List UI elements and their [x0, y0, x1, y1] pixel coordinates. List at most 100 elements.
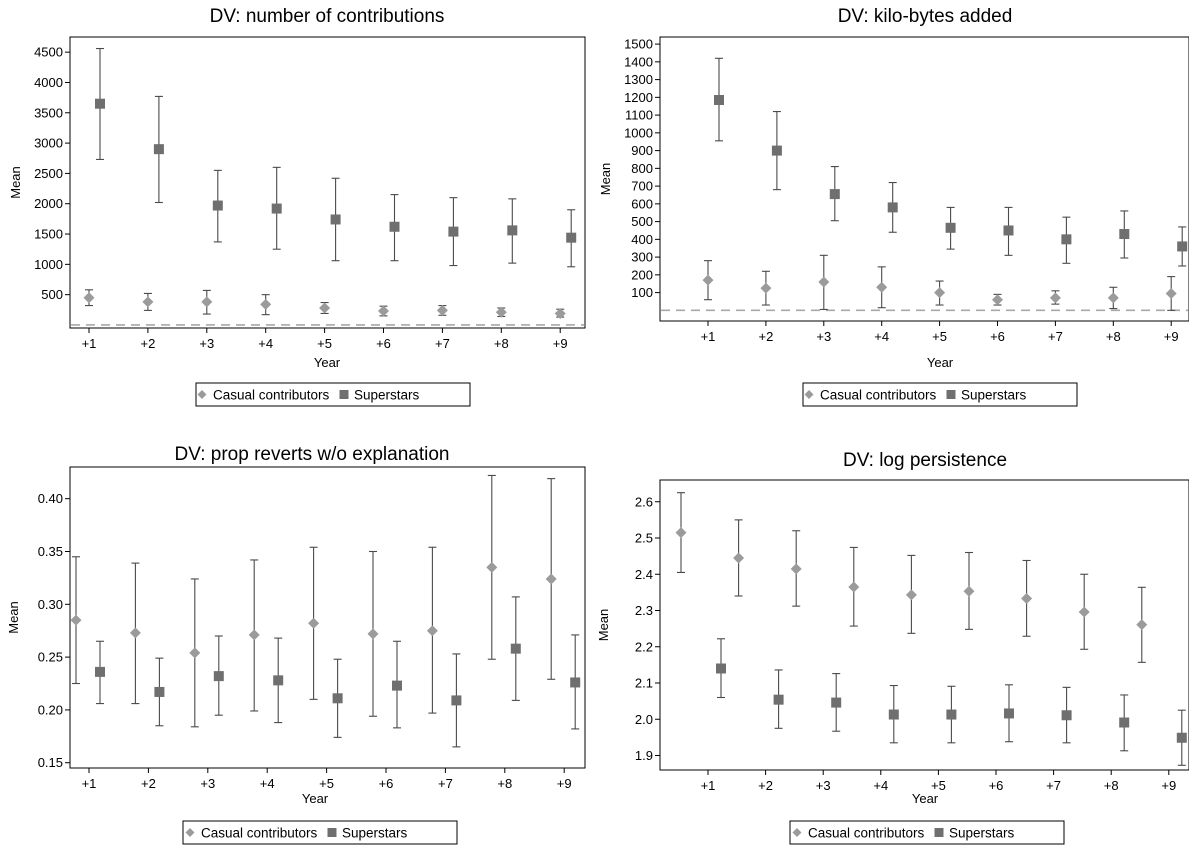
chart-title: DV: prop reverts w/o explanation: [175, 444, 450, 465]
superstar-point: [154, 686, 165, 697]
superstar-point: [1061, 234, 1072, 245]
x-tick-label: +8: [494, 336, 509, 351]
y-tick-label: 1100: [625, 108, 653, 123]
x-tick-label: +9: [1164, 329, 1179, 344]
casual-point: [436, 304, 448, 316]
legend-label-superstars: Superstars: [949, 826, 1015, 841]
x-tick-label: +1: [82, 336, 97, 351]
x-tick-label: +3: [200, 776, 215, 791]
superstar-point: [392, 680, 402, 691]
superstar-point: [1176, 732, 1187, 743]
casual-point: [1021, 593, 1033, 605]
legend-diamond-marker: [197, 390, 207, 399]
superstar-point: [716, 663, 726, 674]
superstar-point: [1061, 710, 1072, 721]
superstar-point: [389, 221, 400, 232]
x-tick-label: +9: [557, 776, 572, 791]
plot-frame: [659, 479, 1189, 771]
legend-square-marker: [339, 390, 349, 399]
casual-point: [702, 274, 714, 286]
chart-panel-1: DV: number of contributions 500 1000 1500 20…: [8, 6, 586, 407]
y-tick-label: 900: [631, 143, 653, 158]
chart-panel-3: DV: prop reverts w/o explanation 0.15 0.20…: [6, 444, 586, 845]
y-tick-label: 200: [631, 267, 653, 282]
y-axis-title: Mean: [596, 609, 611, 642]
casual-point: [818, 276, 830, 288]
y-tick-label: 3000: [34, 136, 63, 151]
chart-panel-2: DV: kilo-bytes added 100 200 300 400 500 600 70…: [598, 6, 1189, 407]
legend-square-marker: [327, 828, 337, 837]
y-tick-label: 0.15: [38, 755, 63, 770]
casual-point: [1049, 292, 1061, 304]
y-tick-label: 2.3: [635, 603, 653, 618]
superstar-point: [773, 694, 784, 705]
x-tick-label: +5: [932, 329, 947, 344]
y-tick-label: 2.4: [635, 567, 653, 582]
casual-point: [790, 563, 802, 575]
legend-label-superstars: Superstars: [342, 826, 408, 841]
legend-box: [789, 820, 1065, 845]
x-tick-label: +2: [758, 329, 773, 344]
casual-point: [367, 628, 379, 640]
y-tick-label: 0.20: [38, 702, 63, 717]
legend: Casual contributors Superstars: [195, 382, 471, 407]
legend-label-casual: Casual contributors: [201, 826, 318, 841]
plot-frame: [659, 36, 1189, 322]
x-axis-title: Year: [302, 791, 329, 806]
superstar-point: [271, 203, 282, 214]
superstar-point: [887, 202, 898, 213]
x-tick-label: +8: [497, 776, 512, 791]
casual-point: [848, 581, 860, 593]
chart-title: DV: log persistence: [843, 450, 1007, 471]
x-tick-label: +4: [260, 776, 275, 791]
casual-point: [201, 296, 213, 308]
casual-point: [554, 307, 566, 319]
casual-point: [129, 627, 141, 639]
y-tick-label: 500: [631, 214, 653, 229]
y-tick-label: 2.6: [635, 494, 653, 509]
superstar-point: [332, 693, 343, 704]
casual-point: [934, 287, 946, 299]
x-tick-label: +1: [701, 329, 716, 344]
y-tick-label: 1.9: [635, 748, 653, 763]
superstar-point: [566, 232, 577, 243]
x-tick-label: +4: [873, 778, 888, 793]
x-axis-title: Year: [314, 355, 341, 370]
casual-point: [545, 573, 557, 585]
x-tick-label: +4: [258, 336, 273, 351]
y-tick-label: 0.25: [38, 650, 63, 665]
legend-diamond-marker: [185, 828, 195, 837]
y-tick-label: 700: [631, 179, 653, 194]
casual-point: [733, 552, 745, 564]
x-tick-label: +7: [1046, 778, 1061, 793]
y-tick-label: 2.0: [635, 712, 653, 727]
superstar-point: [1119, 717, 1130, 728]
x-tick-label: +6: [376, 336, 391, 351]
superstar-point: [95, 666, 105, 677]
x-tick-label: +7: [1048, 329, 1063, 344]
superstar-point: [945, 222, 956, 233]
superstar-point: [1003, 225, 1014, 236]
y-tick-label: 3500: [34, 105, 63, 120]
legend: Casual contributors Superstars: [182, 820, 458, 845]
legend-label-casual: Casual contributors: [808, 826, 925, 841]
superstar-point: [1004, 708, 1014, 719]
y-tick-label: 1000: [34, 257, 63, 272]
superstar-point: [1177, 241, 1188, 252]
casual-point: [992, 294, 1003, 306]
superstar-point: [153, 144, 164, 155]
casual-point: [70, 614, 82, 626]
legend-square-marker: [946, 390, 956, 399]
x-tick-label: +6: [989, 778, 1004, 793]
casual-point: [1136, 619, 1148, 631]
plot-frame: [69, 466, 586, 769]
legend-square-marker: [934, 828, 944, 837]
x-tick-label: +8: [1106, 329, 1121, 344]
x-tick-label: +8: [1104, 778, 1119, 793]
y-tick-label: 800: [631, 161, 653, 176]
legend-box: [195, 382, 471, 407]
legend-label-casual: Casual contributors: [820, 388, 937, 403]
y-tick-label: 100: [631, 285, 653, 300]
superstar-point: [273, 675, 284, 686]
x-tick-label: +2: [758, 778, 773, 793]
